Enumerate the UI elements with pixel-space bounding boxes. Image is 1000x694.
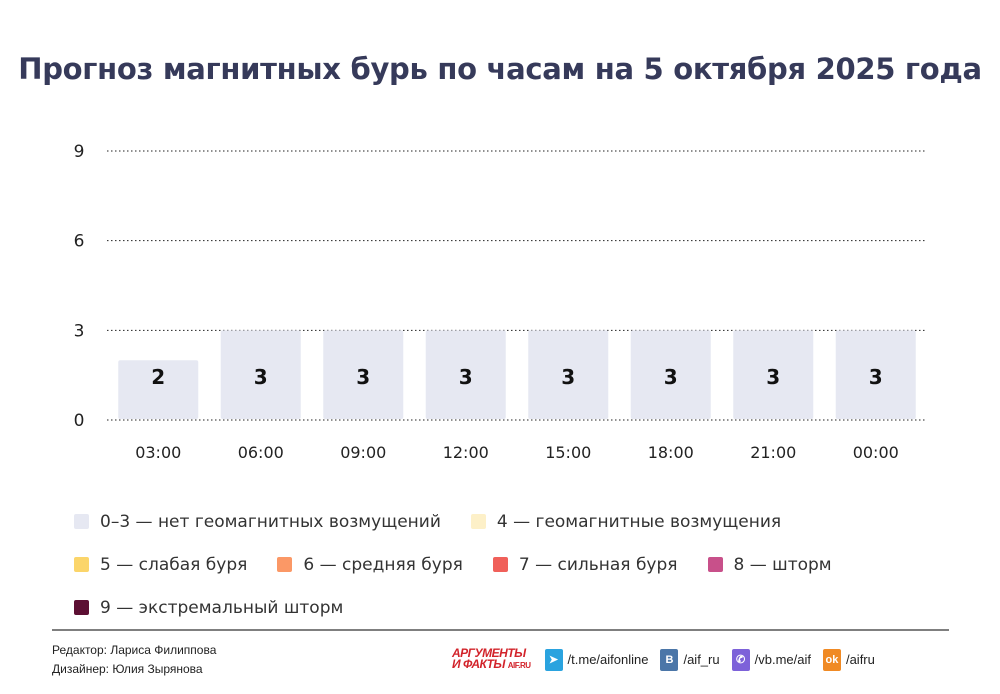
legend-label: 8 — шторм [733,554,832,575]
y-tick-label: 6 [74,232,85,252]
data-label: 3 [766,365,780,389]
chart-title: Прогноз магнитных бурь по часам на 5 окт… [18,52,982,86]
legend-label: 9 — экстремальный шторм [100,597,344,618]
legend-label: 6 — средняя буря [303,554,463,575]
bar [425,330,506,419]
social-links: АРГУМЕНТЫ И ФАКТЫ AIF.RU ➤ /t.me/aifonlin… [452,646,887,671]
data-label: 3 [664,365,678,389]
designer-credit: Дизайнер: Юлия Зырянова [52,662,203,676]
legend: 0–3 — нет геомагнитных возмущений 4 — ге… [74,500,954,629]
legend-swatch [707,557,723,572]
legend-item: 6 — средняя буря [277,555,463,575]
logo-line2: И ФАКТЫ [452,657,505,671]
odnoklassniki-icon[interactable]: ok [822,648,841,671]
y-tick-label: 9 [74,142,85,162]
legend-swatch [74,557,89,572]
bar [835,330,916,419]
y-tick-label: 0 [74,411,85,431]
legend-item: 4 — геомагнитные возмущения [470,511,782,532]
x-tick-label: 03:00 [135,443,181,462]
legend-label: 5 — слабая буря [100,554,248,575]
data-label: 3 [869,365,883,389]
legend-item: 7 — сильная буря [492,554,678,575]
legend-label: 7 — сильная буря [518,554,678,575]
legend-swatch [74,514,89,529]
odnoklassniki-link[interactable]: /aifru [845,652,875,667]
bar [323,330,404,419]
bar [528,330,609,419]
viber-icon[interactable]: ✆ [731,648,750,671]
y-tick-label: 3 [74,321,85,341]
footer-divider [52,629,949,631]
x-tick-label: 06:00 [238,443,284,462]
legend-item: 0–3 — нет геомагнитных возмущений [74,512,441,532]
legend-item: 9 — экстремальный шторм [74,598,343,618]
legend-item: 5 — слабая буря [74,555,247,575]
legend-swatch [74,600,89,615]
x-tick-label: 15:00 [545,443,591,462]
x-tick-label: 09:00 [340,443,386,462]
data-label: 3 [561,365,575,389]
vk-link[interactable]: /aif_ru [683,652,720,667]
legend-swatch [492,557,508,572]
legend-row: 0–3 — нет геомагнитных возмущений 4 — ге… [74,500,954,543]
bar [118,360,199,419]
logo-site: AIF.RU [507,661,531,670]
legend-swatch [470,514,486,529]
legend-item: 8 — шторм [707,554,832,575]
data-label: 3 [356,365,370,389]
x-tick-label: 18:00 [648,443,694,462]
legend-row: 5 — слабая буря 6 — средняя буря 7 — сил… [74,543,954,586]
data-label: 2 [151,365,165,389]
x-tick-label: 00:00 [853,443,899,462]
legend-row: 9 — экстремальный шторм [74,586,954,629]
data-label: 3 [459,365,473,389]
aif-logo[interactable]: АРГУМЕНТЫ И ФАКТЫ AIF.RU [452,646,531,671]
bar [733,330,814,419]
logo-line1: АРГУМЕНТЫ [452,646,526,660]
credits: Редактор: Лариса Филиппова Дизайнер: Юли… [52,641,216,679]
data-label: 3 [254,365,268,389]
legend-label: 0–3 — нет геомагнитных возмущений [100,511,441,532]
bar [630,330,711,419]
legend-label: 4 — геомагнитные возмущения [496,511,782,532]
legend-swatch [277,557,293,572]
telegram-link[interactable]: /t.me/aifonline [567,652,649,667]
editor-credit: Редактор: Лариса Филиппова [52,643,217,657]
x-tick-label: 21:00 [750,443,796,462]
bar [220,330,301,419]
telegram-icon[interactable]: ➤ [544,648,563,671]
vk-icon[interactable]: В [660,648,679,671]
bar-chart: 0 3 6 9 2 03:00 3 06:00 3 09:00 3 12:00 3 15:00 3 18:00… [74,142,927,462]
x-tick-label: 12:00 [443,443,489,462]
viber-link[interactable]: /vb.me/aif [754,652,811,667]
